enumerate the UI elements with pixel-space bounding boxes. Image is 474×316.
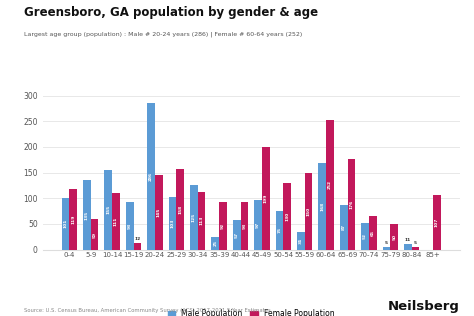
Text: 111: 111 bbox=[114, 216, 118, 226]
Bar bbox=[176, 168, 184, 250]
Bar bbox=[104, 170, 112, 250]
Bar bbox=[91, 219, 99, 250]
Text: 97: 97 bbox=[256, 222, 260, 228]
Text: 107: 107 bbox=[435, 217, 439, 227]
Bar bbox=[211, 237, 219, 250]
Bar bbox=[198, 191, 205, 250]
Bar bbox=[361, 223, 369, 250]
Text: 87: 87 bbox=[342, 224, 346, 230]
Bar bbox=[283, 183, 291, 250]
Text: 286: 286 bbox=[149, 172, 153, 181]
Bar bbox=[169, 197, 176, 250]
Bar bbox=[347, 159, 355, 250]
Text: 59: 59 bbox=[92, 231, 97, 238]
Bar bbox=[340, 205, 347, 250]
Text: 119: 119 bbox=[71, 214, 75, 224]
Bar bbox=[326, 120, 334, 250]
Text: 75: 75 bbox=[277, 228, 282, 234]
Text: 93: 93 bbox=[128, 223, 132, 229]
Text: 34: 34 bbox=[299, 238, 303, 244]
Text: 150: 150 bbox=[307, 206, 310, 216]
Bar bbox=[147, 103, 155, 250]
Bar bbox=[83, 180, 91, 250]
Text: 50: 50 bbox=[392, 234, 396, 240]
Bar bbox=[233, 220, 240, 250]
Bar bbox=[390, 224, 398, 250]
Bar bbox=[412, 247, 419, 250]
Bar bbox=[254, 200, 262, 250]
Text: 252: 252 bbox=[328, 180, 332, 189]
Bar bbox=[433, 195, 441, 250]
Bar bbox=[297, 232, 305, 250]
Bar bbox=[275, 211, 283, 250]
Text: 5: 5 bbox=[385, 241, 388, 245]
Bar bbox=[69, 189, 77, 250]
Text: 25: 25 bbox=[213, 240, 217, 246]
Legend: Male Population, Female Population: Male Population, Female Population bbox=[164, 306, 338, 316]
Text: 5: 5 bbox=[414, 241, 417, 245]
Text: 155: 155 bbox=[106, 205, 110, 215]
Text: Largest age group (population) : Male # 20-24 years (286) | Female # 60-64 years: Largest age group (population) : Male # … bbox=[24, 32, 302, 37]
Bar bbox=[305, 173, 312, 250]
Text: 11: 11 bbox=[405, 238, 411, 242]
Text: 145: 145 bbox=[157, 208, 161, 217]
Text: 65: 65 bbox=[371, 230, 375, 236]
Text: 199: 199 bbox=[264, 194, 268, 203]
Text: 176: 176 bbox=[349, 200, 354, 209]
Text: 135: 135 bbox=[85, 210, 89, 220]
Text: 93: 93 bbox=[242, 223, 246, 229]
Text: 158: 158 bbox=[178, 204, 182, 214]
Bar bbox=[262, 148, 270, 250]
Bar bbox=[62, 198, 69, 250]
Bar bbox=[319, 163, 326, 250]
Bar bbox=[219, 203, 227, 250]
Bar bbox=[134, 243, 141, 250]
Bar bbox=[112, 193, 120, 250]
Bar bbox=[240, 202, 248, 250]
Text: 168: 168 bbox=[320, 202, 324, 211]
Bar bbox=[155, 175, 163, 250]
Bar bbox=[404, 244, 412, 250]
Text: 12: 12 bbox=[134, 237, 140, 241]
Text: 57: 57 bbox=[235, 232, 239, 238]
Bar bbox=[126, 202, 134, 250]
Text: Neilsberg: Neilsberg bbox=[388, 300, 460, 313]
Text: 113: 113 bbox=[200, 216, 203, 225]
Bar bbox=[369, 216, 377, 250]
Text: 125: 125 bbox=[192, 213, 196, 222]
Text: Greensboro, GA population by gender & age: Greensboro, GA population by gender & ag… bbox=[24, 6, 318, 19]
Text: 103: 103 bbox=[171, 219, 174, 228]
Bar bbox=[383, 247, 390, 250]
Bar bbox=[190, 185, 198, 250]
Text: 92: 92 bbox=[221, 223, 225, 229]
Text: Source: U.S. Census Bureau, American Community Survey (ACS) 2017-2021 5-Year Est: Source: U.S. Census Bureau, American Com… bbox=[24, 308, 271, 313]
Text: 101: 101 bbox=[64, 219, 67, 228]
Text: 130: 130 bbox=[285, 212, 289, 221]
Text: 52: 52 bbox=[363, 233, 367, 239]
